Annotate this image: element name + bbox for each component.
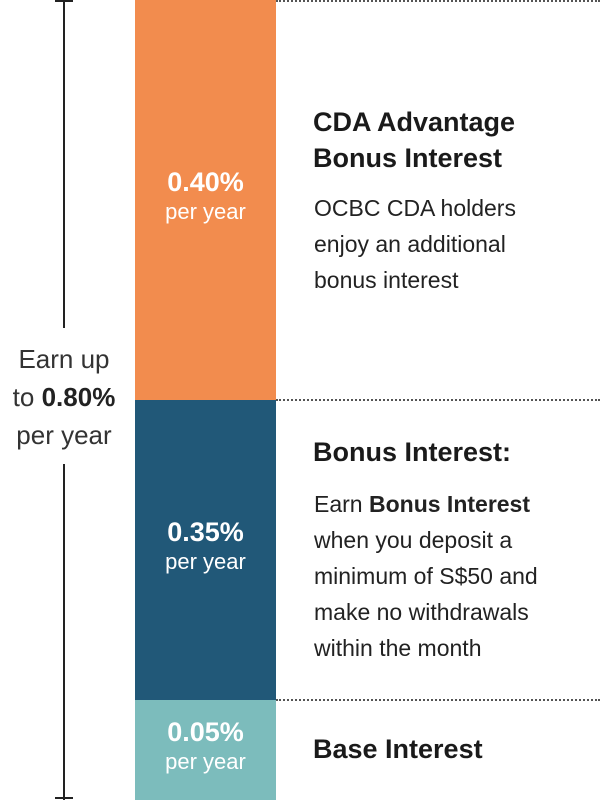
divider-top (276, 0, 600, 2)
total-to: to (12, 382, 35, 412)
total-line2: to 0.80% (0, 378, 128, 416)
base-rate: 0.05% (167, 717, 244, 747)
cda-title-line1: CDA Advantage (313, 107, 516, 137)
cda-desc-line: OCBC CDA holders (314, 195, 516, 221)
cda-unit: per year (165, 199, 246, 224)
bonus-desc-line: minimum of S$50 and (314, 563, 538, 589)
cda-desc-line: enjoy an additional (314, 231, 506, 257)
total-line3: per year (16, 420, 112, 450)
divider-bottom (276, 699, 600, 701)
bracket-bottom-cap (55, 797, 73, 799)
divider-middle (276, 399, 600, 401)
bonus-desc-line: within the month (314, 635, 482, 661)
base-title: Base Interest (313, 734, 483, 764)
base-interest-bar: 0.05% per year (135, 700, 276, 800)
cda-rate: 0.40% (167, 167, 244, 197)
cda-title-line2: Bonus Interest (313, 143, 503, 173)
bonus-unit: per year (165, 549, 246, 574)
bonus-desc-line: when you deposit a (314, 527, 513, 553)
bonus-desc-prefix: Earn (314, 491, 363, 517)
cda-title: CDA Advantage Bonus Interest (313, 104, 593, 176)
total-rate-label: Earn up to 0.80% per year (0, 340, 128, 454)
bonus-rate: 0.35% (167, 517, 244, 547)
bonus-interest-bar: 0.35% per year (135, 400, 276, 700)
bracket-line-upper (63, 0, 65, 328)
bonus-desc-line: make no withdrawals (314, 599, 529, 625)
total-line1: Earn up (18, 344, 110, 374)
base-unit: per year (165, 749, 246, 774)
cda-description: OCBC CDA holders enjoy an additional bon… (314, 190, 594, 298)
bonus-title: Bonus Interest: (313, 437, 512, 467)
cda-desc-line: bonus interest (314, 267, 459, 293)
bracket-line-lower (63, 464, 65, 800)
bonus-desc-line: Earn Bonus Interest (314, 486, 594, 522)
bonus-description: Earn Bonus Interest when you deposit a m… (314, 486, 594, 666)
bonus-desc-bold: Bonus Interest (368, 491, 531, 517)
cda-bonus-bar: 0.40% per year (135, 0, 276, 400)
total-rate: 0.80% (41, 382, 116, 412)
